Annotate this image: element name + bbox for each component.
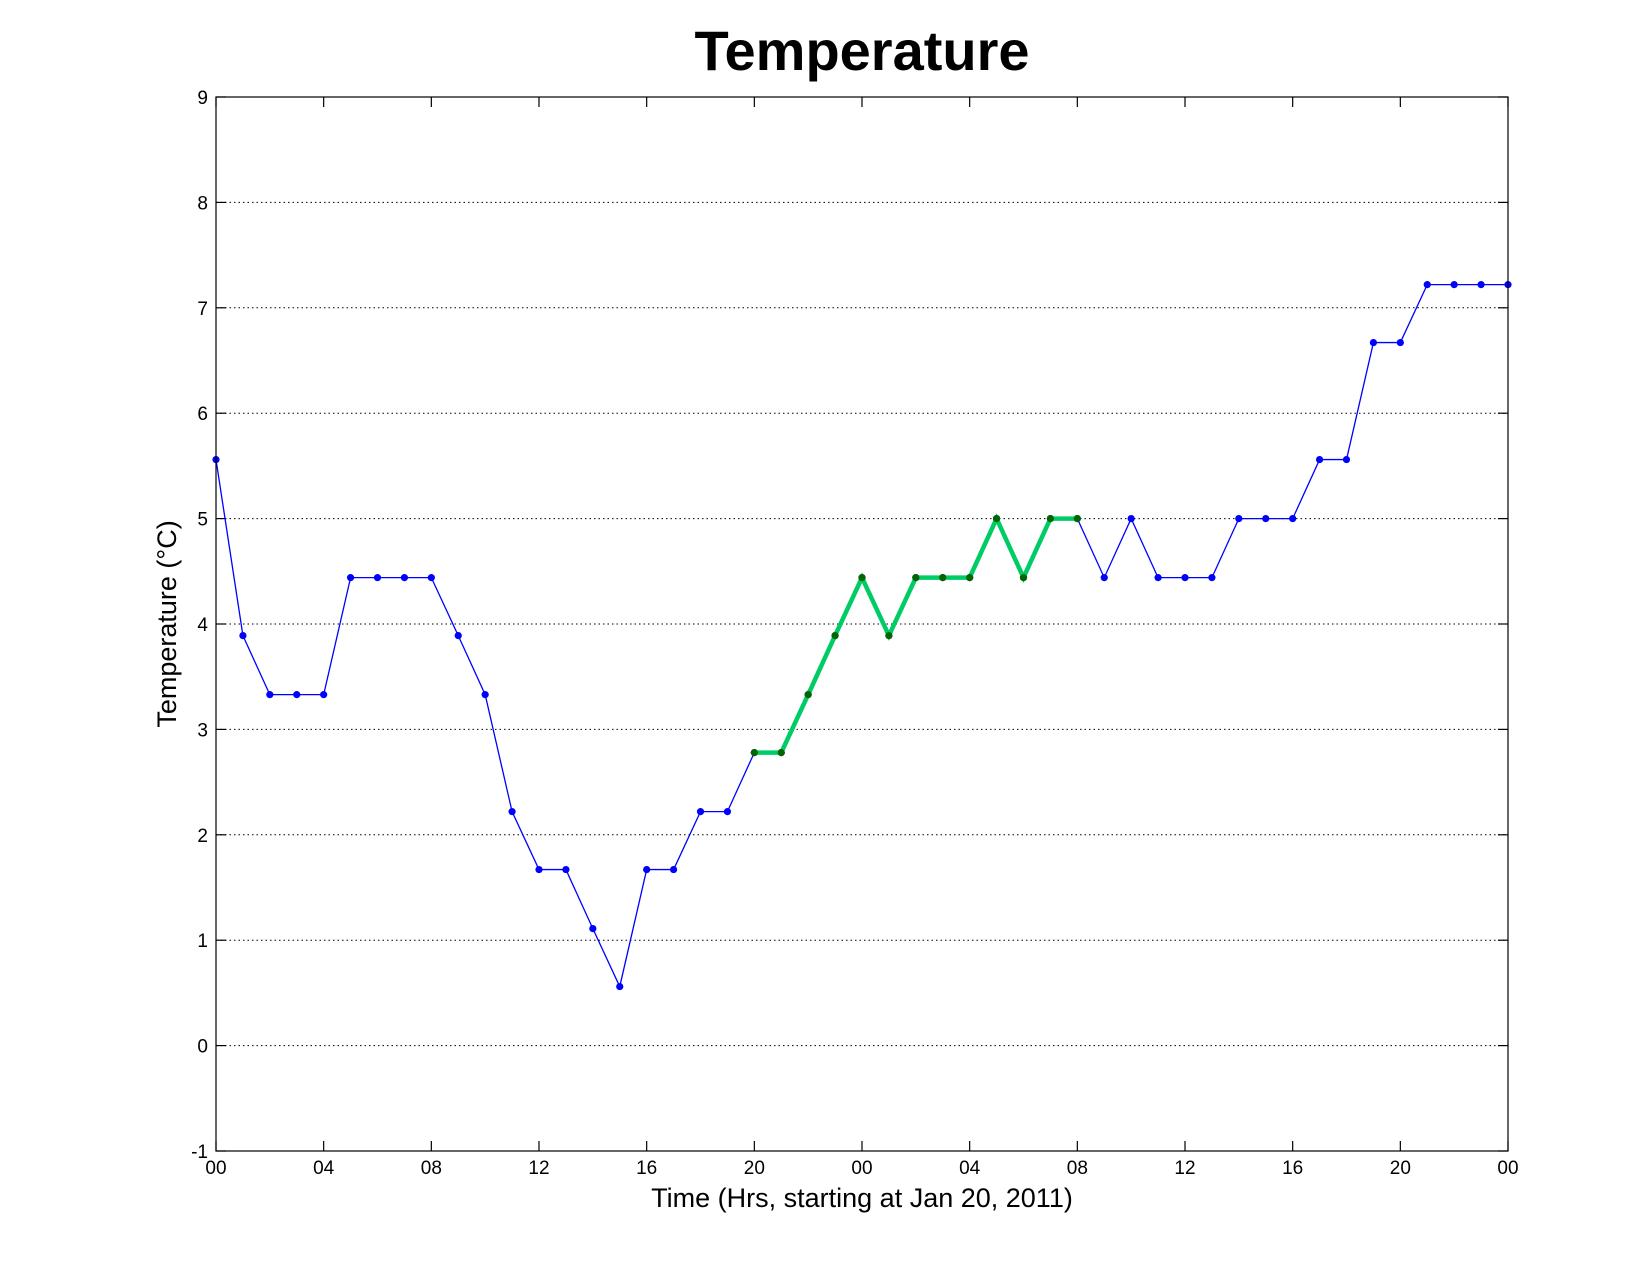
y-tick-label: 7 — [197, 299, 208, 320]
y-tick-label: 6 — [197, 404, 208, 425]
series-1-point — [1450, 281, 1458, 289]
series-2-point — [750, 748, 758, 757]
series-2-point — [1019, 574, 1028, 582]
series-1-point — [1235, 515, 1243, 523]
series-1-point — [1423, 281, 1431, 289]
series-2-point — [912, 574, 920, 582]
series-1-point — [1477, 281, 1485, 289]
x-tick-label: 04 — [313, 1158, 335, 1179]
series-2-point — [1046, 515, 1055, 523]
y-tick-label: -1 — [191, 1142, 208, 1163]
series-1-point — [266, 691, 274, 699]
y-tick-label: 8 — [197, 193, 208, 214]
x-tick-label: 00 — [1497, 1158, 1518, 1179]
series-1-point — [1396, 338, 1404, 347]
series-2-point — [966, 574, 974, 582]
series-2-point — [777, 748, 785, 757]
series-1-point — [723, 808, 732, 816]
chart-title: Temperature — [694, 19, 1029, 82]
x-tick-label: 08 — [421, 1158, 442, 1179]
series-1-point — [454, 631, 462, 640]
series-1-point — [562, 865, 570, 874]
series-1-point — [346, 574, 355, 582]
series-1-point — [1154, 574, 1162, 582]
series-1-point — [1262, 515, 1270, 523]
y-tick-label: 5 — [197, 510, 208, 531]
series-1-point — [320, 691, 328, 699]
y-tick-label: 2 — [197, 826, 208, 847]
series-1-point — [1181, 574, 1189, 582]
plot-frame — [215, 96, 1509, 1152]
y-axis-label: Temperature (°C) — [152, 520, 182, 727]
x-tick-label: 20 — [1390, 1158, 1411, 1179]
series-1-point — [400, 574, 409, 582]
series-2-point — [804, 691, 812, 699]
series-1-point — [239, 631, 247, 640]
series-1-point — [427, 574, 435, 582]
series-1-point — [481, 691, 489, 699]
series-2-point — [992, 515, 1001, 523]
x-tick-label: 20 — [744, 1158, 765, 1179]
y-tick-label: 0 — [197, 1037, 208, 1058]
y-tick-label: 4 — [197, 615, 208, 636]
series-1-point — [1342, 455, 1351, 464]
x-tick-label: 16 — [636, 1158, 657, 1179]
x-tick-label: 08 — [1067, 1158, 1088, 1179]
series-1-point — [616, 982, 624, 991]
series-1-point — [1100, 574, 1108, 582]
y-tick-label: 1 — [197, 931, 208, 952]
x-tick-label: 04 — [959, 1158, 981, 1179]
x-tick-label: 00 — [851, 1158, 872, 1179]
x-tick-label: 16 — [1282, 1158, 1303, 1179]
series-1-point — [1127, 515, 1135, 523]
series-1-point — [373, 574, 382, 582]
series-1-point — [589, 925, 597, 933]
x-axis-label: Time (Hrs, starting at Jan 20, 2011) — [651, 1183, 1073, 1213]
series-2-point — [831, 631, 839, 640]
y-tick-label: 9 — [197, 88, 208, 109]
series-1-point — [669, 865, 678, 874]
series-2-point — [858, 574, 866, 582]
series-1-point — [1369, 338, 1378, 347]
y-tick-label: 3 — [197, 720, 208, 741]
series-1-point — [1208, 574, 1216, 582]
series-1-point — [643, 865, 651, 874]
x-tick-label: 12 — [1174, 1158, 1195, 1179]
series-layer — [212, 281, 1512, 991]
series-1-point — [1289, 515, 1297, 523]
axis-ticks — [215, 96, 1509, 1152]
series-1-point — [508, 808, 516, 816]
x-tick-label: 00 — [205, 1158, 226, 1179]
series-2-point — [939, 574, 947, 582]
series-2-point — [1073, 515, 1081, 523]
series-1-point — [535, 865, 543, 874]
series-1-point — [1315, 455, 1324, 464]
series-1-point — [293, 691, 301, 699]
x-tick-label: 12 — [528, 1158, 549, 1179]
series-2-point — [885, 631, 893, 640]
series-1-point — [696, 808, 705, 816]
